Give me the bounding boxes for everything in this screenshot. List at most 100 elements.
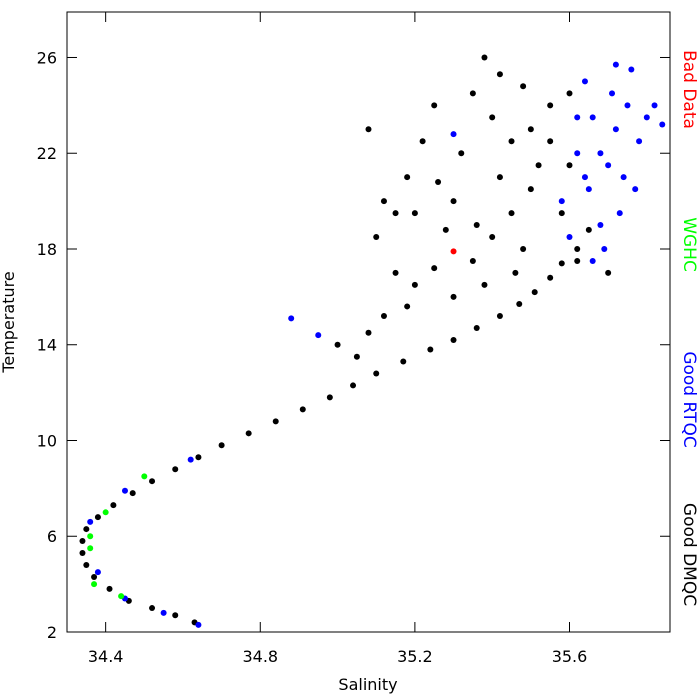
- scatter-point: [574, 114, 581, 121]
- legend-label: Good RTQC: [679, 351, 699, 447]
- legend: Bad Data WGHC Good RTQC Good DMQC: [679, 50, 699, 606]
- scatter-point: [450, 131, 457, 138]
- scatter-point: [558, 210, 565, 217]
- scatter-point: [628, 66, 635, 73]
- scatter-point: [442, 226, 449, 233]
- scatter-point: [94, 514, 101, 521]
- scatter-point: [547, 138, 554, 145]
- scatter-point: [149, 605, 156, 612]
- scatter-point: [419, 138, 426, 145]
- scatter-point: [299, 406, 306, 413]
- scatter-point: [574, 257, 581, 264]
- scatter-point: [129, 490, 136, 497]
- scatter-point: [624, 102, 631, 109]
- scatter-point: [643, 114, 650, 121]
- plot-frame: [66, 11, 671, 633]
- x-tick-label: 34.8: [242, 647, 278, 666]
- scatter-point: [450, 198, 457, 205]
- scatter-point: [87, 545, 94, 552]
- scatter-point: [106, 585, 113, 592]
- plot-area: [79, 54, 666, 628]
- scatter-point: [172, 466, 179, 473]
- scatter-point: [516, 301, 523, 308]
- scatter-point: [520, 245, 527, 252]
- y-tick-label: 22: [37, 144, 57, 163]
- scatter-point: [489, 234, 496, 241]
- scatter-point: [411, 281, 418, 288]
- scatter-point: [605, 269, 612, 276]
- scatter-point: [450, 248, 457, 255]
- scatter-point: [636, 138, 643, 145]
- scatter-point: [427, 346, 434, 353]
- scatter-point: [535, 162, 542, 169]
- scatter-point: [91, 581, 98, 588]
- y-tick-label: 6: [47, 527, 57, 546]
- scatter-point: [326, 394, 333, 401]
- scatter-point: [195, 454, 202, 461]
- scatter-point: [620, 174, 627, 181]
- scatter-point: [496, 313, 503, 320]
- x-axis-label: Salinity: [338, 675, 397, 694]
- scatter-point: [496, 71, 503, 78]
- scatter-point: [187, 456, 194, 463]
- scatter-point: [651, 102, 658, 109]
- scatter-point: [558, 260, 565, 267]
- scatter-point: [547, 102, 554, 109]
- scatter-point: [558, 198, 565, 205]
- scatter-point: [315, 332, 322, 339]
- scatter-point: [373, 370, 380, 377]
- scatter-point: [458, 150, 465, 157]
- scatter-point: [547, 274, 554, 281]
- scatter-point: [431, 102, 438, 109]
- scatter-point: [404, 174, 411, 181]
- scatter-point: [605, 162, 612, 169]
- scatter-point: [91, 573, 98, 580]
- y-tick-label: 14: [37, 336, 57, 355]
- scatter-point: [481, 281, 488, 288]
- scatter-point: [585, 186, 592, 193]
- scatter-point: [400, 358, 407, 365]
- scatter-point: [574, 150, 581, 157]
- scatter-point: [365, 329, 372, 336]
- scatter-point: [581, 174, 588, 181]
- scatter-point: [380, 313, 387, 320]
- y-tick-label: 2: [47, 623, 57, 642]
- scatter-point: [520, 83, 527, 90]
- scatter-point: [473, 324, 480, 331]
- scatter-point: [450, 336, 457, 343]
- scatter-point: [589, 257, 596, 264]
- scatter-point: [392, 210, 399, 217]
- scatter-point: [141, 473, 148, 480]
- y-tick-label: 18: [37, 240, 57, 259]
- y-axis-label: Temperature: [0, 271, 18, 373]
- scatter-point: [574, 245, 581, 252]
- scatter-point: [87, 518, 94, 525]
- x-tick-label: 35.2: [397, 647, 433, 666]
- scatter-point: [110, 502, 117, 509]
- scatter-point: [612, 126, 619, 133]
- scatter-point: [94, 569, 101, 576]
- scatter-point: [160, 609, 167, 616]
- scatter-point: [597, 222, 604, 229]
- scatter-point: [195, 621, 202, 628]
- legend-label: Good DMQC: [679, 503, 699, 606]
- scatter-point: [609, 90, 616, 97]
- scatter-point: [597, 150, 604, 157]
- scatter-point: [566, 162, 573, 169]
- scatter-point: [79, 538, 86, 545]
- scatter-point: [616, 210, 623, 217]
- scatter-point: [149, 478, 156, 485]
- scatter-point: [566, 234, 573, 241]
- scatter-point: [79, 550, 86, 557]
- scatter-point: [83, 526, 90, 533]
- scatter-point: [218, 442, 225, 449]
- scatter-point: [411, 210, 418, 217]
- scatter-point: [612, 61, 619, 68]
- scatter-point: [380, 198, 387, 205]
- scatter-point: [473, 222, 480, 229]
- scatter-point: [585, 226, 592, 233]
- scatter-point: [632, 186, 639, 193]
- scatter-point: [496, 174, 503, 181]
- scatter-point: [172, 612, 179, 619]
- scatter-point: [527, 186, 534, 193]
